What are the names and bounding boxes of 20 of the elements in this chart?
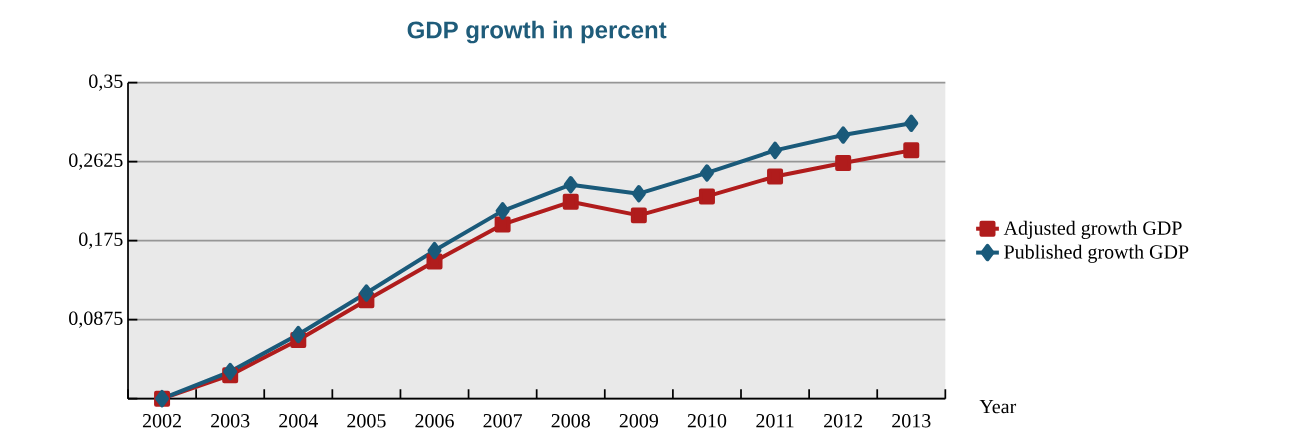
x-tick-label: 2004 xyxy=(279,414,318,428)
y-tick-label: 0,175 xyxy=(79,232,123,249)
y-tick-label: 0,0875 xyxy=(69,311,123,328)
chart-title: GDP growth in percent xyxy=(407,20,667,44)
x-tick-label: 2013 xyxy=(892,414,931,428)
x-tick-label: 2009 xyxy=(619,414,659,428)
x-tick-label: 2003 xyxy=(211,414,250,428)
y-tick-label: 0,35 xyxy=(89,74,123,91)
x-tick-label: 2007 xyxy=(483,414,523,428)
x-tick-label: 2008 xyxy=(551,414,590,428)
legend-label: Adjusted growth GDP xyxy=(1003,220,1182,239)
y-tick-label: 0,2625 xyxy=(69,153,123,170)
x-tick-label: 2010 xyxy=(687,414,727,428)
x-tick-label: 2012 xyxy=(824,414,863,428)
x-tick-label: 2002 xyxy=(142,414,181,428)
x-tick-label: 2006 xyxy=(415,414,454,428)
legend-label: Published growth GDP xyxy=(1004,244,1189,263)
x-tick-label: 2005 xyxy=(347,414,386,428)
x-axis-title: Year xyxy=(979,400,1017,414)
x-tick-label: 2011 xyxy=(756,414,794,428)
